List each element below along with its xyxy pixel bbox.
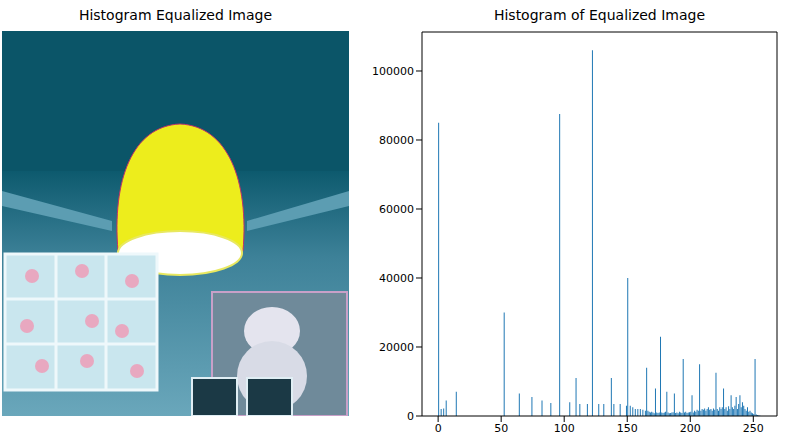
html-text:Histogram Equalized Image: Histogram Equalized Image [78,7,273,23]
svg-text:100000: 100000 [372,65,414,78]
svg-text:0: 0 [435,422,442,435]
svg-text:200: 200 [680,422,701,435]
svg-text:250: 250 [743,422,764,435]
svg-text:80000: 80000 [379,134,414,147]
svg-text:60000: 60000 [379,203,414,216]
svg-text:100: 100 [554,422,575,435]
svg-text:20000: 20000 [379,341,414,354]
svg-text:50: 50 [494,422,508,435]
html-text:Histogram of Equalized Image: Histogram of Equalized Image [493,7,706,23]
svg-text:150: 150 [617,422,638,435]
svg-text:0: 0 [407,410,414,423]
svg-text:40000: 40000 [379,272,414,285]
